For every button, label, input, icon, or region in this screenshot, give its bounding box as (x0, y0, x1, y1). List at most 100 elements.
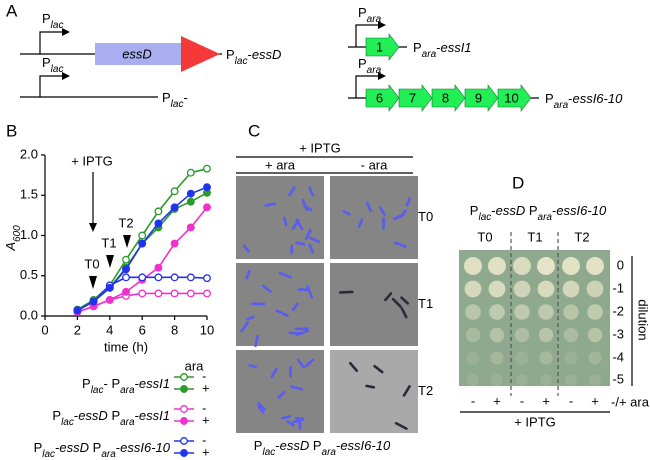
annotation-marker (123, 235, 131, 248)
point (154, 289, 163, 298)
arrow-head (378, 72, 386, 80)
text-part: P (162, 90, 171, 105)
text-part: essD (59, 440, 89, 455)
text-part: lac (61, 417, 74, 428)
text-part: essI1 (139, 408, 170, 423)
point (203, 289, 211, 298)
text-part: ara (422, 49, 437, 60)
colony-spot (588, 351, 602, 365)
cell (308, 186, 315, 197)
text-part: ara (101, 449, 116, 460)
cell (391, 297, 402, 308)
text-part: ara (538, 212, 553, 223)
point (122, 273, 130, 282)
legend-marker (180, 385, 188, 393)
gene-label: 1 (376, 39, 383, 54)
column-label: + ara (265, 157, 296, 172)
point (203, 183, 211, 192)
point (186, 273, 195, 282)
colony-spot (464, 280, 482, 298)
treatment-label: + IPTG (514, 414, 556, 429)
text-part: ara (120, 417, 135, 428)
text-part: essD (280, 438, 310, 453)
legend-entry: + (202, 412, 210, 427)
colony-spot (467, 374, 479, 386)
promoter-label: Para (358, 5, 382, 25)
point (122, 265, 130, 274)
text-part: A (3, 242, 18, 252)
text-part: ara (367, 14, 382, 25)
colony-spot (513, 257, 531, 275)
gene-label: 7 (409, 90, 416, 105)
gene-arrow (398, 84, 433, 112)
panel-label: B (6, 121, 17, 140)
colony-spot (565, 374, 577, 386)
text-part: - (74, 408, 78, 423)
point (186, 223, 195, 232)
colony-spot (464, 257, 482, 275)
colony-spot (538, 304, 554, 320)
y-tick-label: 1.5 (20, 187, 38, 202)
colony-spot (587, 304, 603, 320)
ara-sign: + (493, 393, 501, 408)
legend-label: Plac- Para-essI1 (82, 376, 170, 396)
colony-spot (488, 280, 506, 298)
colony-spot (515, 351, 529, 365)
text-part: P (226, 47, 235, 62)
y-tick-label: 0.0 (20, 307, 38, 322)
colony-spot (491, 374, 503, 386)
colony-spot (489, 304, 505, 320)
cell (281, 415, 291, 420)
column-label: T0 (477, 229, 492, 244)
text-part: P (108, 408, 120, 423)
colony-spot (540, 374, 552, 386)
gene-arrow (365, 33, 400, 61)
colony-spot (513, 280, 531, 298)
legend-entry: - (202, 368, 206, 383)
text-part: - (568, 91, 572, 106)
annotation-marker (89, 276, 97, 289)
point (170, 289, 179, 298)
cell (302, 204, 313, 212)
gene-label: 8 (442, 90, 449, 105)
colony-spot (586, 280, 604, 298)
promoter-arrow (355, 24, 380, 47)
arrow-head (89, 223, 97, 232)
point (154, 207, 163, 216)
legend-marker (180, 437, 188, 445)
text-part: - (247, 47, 251, 62)
cell (283, 216, 288, 227)
text-part: - (436, 40, 440, 55)
annotation: + IPTG (71, 153, 113, 168)
micrograph (330, 350, 418, 433)
point (154, 273, 163, 282)
construct-label: Plac-essD (226, 47, 281, 67)
gene-arrow (464, 84, 499, 112)
annotation: T1 (101, 235, 116, 250)
point (89, 297, 98, 306)
cell (246, 315, 255, 321)
text-part: P (309, 438, 321, 453)
y-tick-label: 2.0 (20, 146, 38, 161)
colony-spot (516, 374, 528, 386)
promoter-label: Plac (42, 55, 63, 75)
point (154, 263, 163, 272)
point (138, 289, 147, 298)
cell (270, 367, 278, 379)
ara-sign: + (591, 393, 599, 408)
row-label: -3 (612, 326, 624, 341)
point (138, 239, 147, 248)
cell (245, 269, 251, 280)
text-part: P (42, 55, 51, 70)
legend-marker (180, 405, 188, 413)
gene-box (95, 43, 183, 65)
column-label: T2 (574, 229, 589, 244)
legend-marker (180, 449, 188, 457)
text-part: P (525, 203, 537, 218)
ara-sign: - (471, 393, 475, 408)
point (105, 283, 114, 292)
panel-label: A (6, 1, 18, 20)
x-tick-label: 4 (106, 322, 113, 337)
row-label: -5 (612, 371, 624, 386)
x-tick-label: 10 (200, 322, 214, 337)
